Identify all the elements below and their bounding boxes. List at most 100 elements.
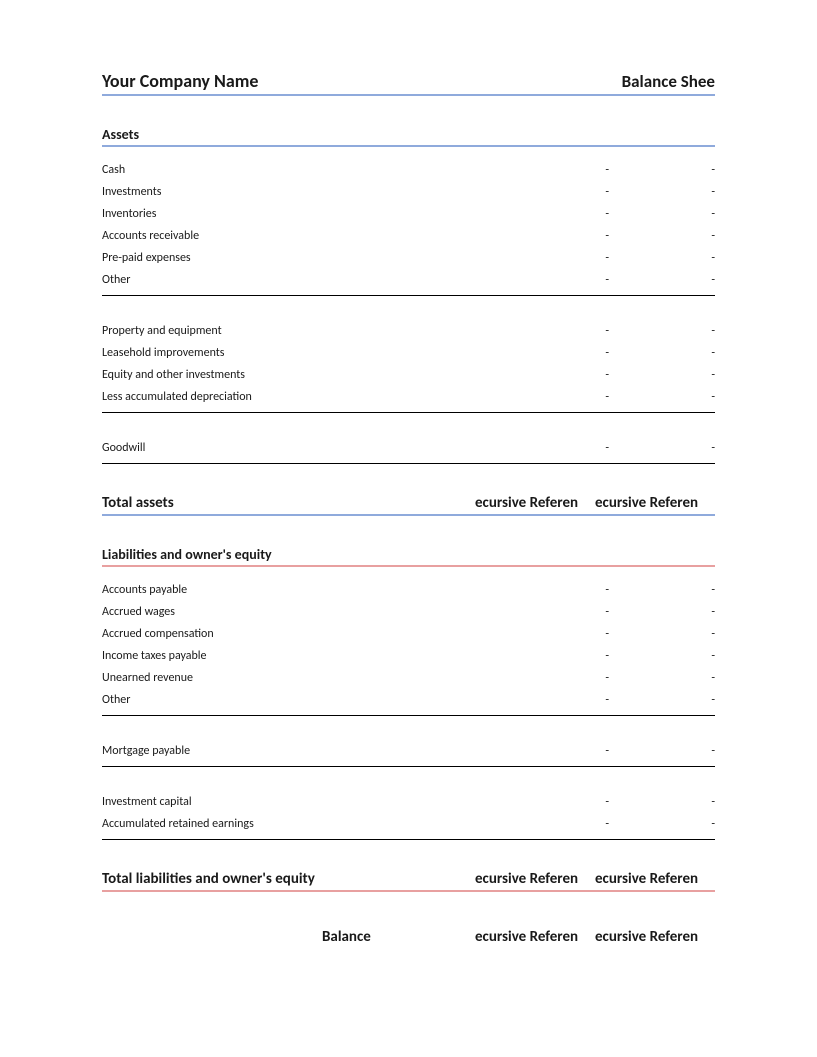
line-item: Goodwill - - bbox=[102, 437, 715, 459]
balance-footer: Balance ecursive Referen ecursive Refere… bbox=[102, 928, 715, 946]
equity-group: Investment capital - - Accumulated retai… bbox=[102, 791, 715, 835]
assets-fixed-group: Property and equipment - - Leasehold imp… bbox=[102, 320, 715, 408]
line-value-col1: - bbox=[505, 161, 615, 179]
total-assets-label: Total assets bbox=[102, 494, 174, 512]
assets-other-group: Goodwill - - bbox=[102, 437, 715, 459]
line-item: Other - - bbox=[102, 269, 715, 291]
company-name: Your Company Name bbox=[102, 70, 258, 92]
line-value-col2: - bbox=[615, 183, 715, 201]
line-value-col2: - bbox=[615, 227, 715, 245]
line-label: Accrued compensation bbox=[102, 625, 505, 643]
line-label: Accounts receivable bbox=[102, 227, 505, 245]
balance-sheet-page: Your Company Name Balance Shee Assets Ca… bbox=[0, 0, 817, 986]
line-item: Less accumulated depreciation - - bbox=[102, 386, 715, 408]
balance-value-col2: ecursive Referen bbox=[595, 928, 715, 946]
line-value-col2: - bbox=[615, 669, 715, 687]
balance-label: Balance bbox=[102, 928, 371, 946]
line-label: Accounts payable bbox=[102, 581, 505, 599]
line-value-col2: - bbox=[615, 249, 715, 267]
line-item: Pre-paid expenses - - bbox=[102, 247, 715, 269]
total-value-col1: ecursive Referen bbox=[475, 494, 595, 512]
document-title: Balance Shee bbox=[622, 71, 715, 92]
line-label: Less accumulated depreciation bbox=[102, 388, 505, 406]
line-value-col2: - bbox=[615, 815, 715, 833]
liabilities-long-term-group: Mortgage payable - - bbox=[102, 740, 715, 762]
line-label: Equity and other investments bbox=[102, 366, 505, 384]
line-item: Investment capital - - bbox=[102, 791, 715, 813]
line-label: Goodwill bbox=[102, 439, 505, 457]
line-value-col2: - bbox=[615, 603, 715, 621]
total-liabilities-values: ecursive Referen ecursive Referen bbox=[475, 870, 715, 888]
line-item: Accumulated retained earnings - - bbox=[102, 813, 715, 835]
line-label: Income taxes payable bbox=[102, 647, 505, 665]
line-label: Cash bbox=[102, 161, 505, 179]
line-value-col1: - bbox=[505, 249, 615, 267]
total-assets-row: Total assets ecursive Referen ecursive R… bbox=[102, 492, 715, 516]
line-item: Inventories - - bbox=[102, 203, 715, 225]
subtotal-divider bbox=[102, 295, 715, 296]
line-value-col2: - bbox=[615, 625, 715, 643]
total-value-col2: ecursive Referen bbox=[595, 494, 715, 512]
line-value-col2: - bbox=[615, 388, 715, 406]
line-value-col1: - bbox=[505, 271, 615, 289]
subtotal-divider bbox=[102, 463, 715, 464]
liabilities-current-group: Accounts payable - - Accrued wages - - A… bbox=[102, 579, 715, 711]
line-label: Accumulated retained earnings bbox=[102, 815, 505, 833]
line-value-col2: - bbox=[615, 322, 715, 340]
line-item: Investments - - bbox=[102, 181, 715, 203]
line-value-col2: - bbox=[615, 439, 715, 457]
line-value-col1: - bbox=[505, 581, 615, 599]
assets-heading: Assets bbox=[102, 124, 715, 147]
line-value-col1: - bbox=[505, 183, 615, 201]
balance-values: ecursive Referen ecursive Referen bbox=[475, 928, 715, 946]
line-label: Inventories bbox=[102, 205, 505, 223]
line-item: Accrued compensation - - bbox=[102, 623, 715, 645]
line-value-col1: - bbox=[505, 439, 615, 457]
line-item: Income taxes payable - - bbox=[102, 645, 715, 667]
total-liabilities-row: Total liabilities and owner's equity ecu… bbox=[102, 868, 715, 892]
line-value-col1: - bbox=[505, 815, 615, 833]
line-value-col2: - bbox=[615, 691, 715, 709]
total-value-col2: ecursive Referen bbox=[595, 870, 715, 888]
line-item: Unearned revenue - - bbox=[102, 667, 715, 689]
line-value-col1: - bbox=[505, 344, 615, 362]
line-label: Other bbox=[102, 691, 505, 709]
line-label: Pre-paid expenses bbox=[102, 249, 505, 267]
line-item: Accrued wages - - bbox=[102, 601, 715, 623]
line-label: Other bbox=[102, 271, 505, 289]
line-value-col1: - bbox=[505, 388, 615, 406]
line-item: Property and equipment - - bbox=[102, 320, 715, 342]
line-label: Accrued wages bbox=[102, 603, 505, 621]
line-item: Cash - - bbox=[102, 159, 715, 181]
line-value-col2: - bbox=[615, 581, 715, 599]
assets-current-group: Cash - - Investments - - Inventories - -… bbox=[102, 159, 715, 291]
balance-value-col1: ecursive Referen bbox=[475, 928, 595, 946]
line-value-col2: - bbox=[615, 161, 715, 179]
line-label: Leasehold improvements bbox=[102, 344, 505, 362]
line-item: Mortgage payable - - bbox=[102, 740, 715, 762]
line-item: Accounts payable - - bbox=[102, 579, 715, 601]
line-item: Leasehold improvements - - bbox=[102, 342, 715, 364]
total-assets-values: ecursive Referen ecursive Referen bbox=[475, 494, 715, 512]
page-header: Your Company Name Balance Shee bbox=[102, 70, 715, 96]
line-value-col2: - bbox=[615, 647, 715, 665]
subtotal-divider bbox=[102, 412, 715, 413]
line-item: Other - - bbox=[102, 689, 715, 711]
line-value-col1: - bbox=[505, 603, 615, 621]
line-label: Mortgage payable bbox=[102, 742, 505, 760]
subtotal-divider bbox=[102, 766, 715, 767]
line-value-col1: - bbox=[505, 205, 615, 223]
total-value-col1: ecursive Referen bbox=[475, 870, 595, 888]
line-value-col1: - bbox=[505, 647, 615, 665]
line-label: Investment capital bbox=[102, 793, 505, 811]
line-value-col2: - bbox=[615, 344, 715, 362]
line-label: Investments bbox=[102, 183, 505, 201]
line-value-col2: - bbox=[615, 366, 715, 384]
line-value-col2: - bbox=[615, 793, 715, 811]
line-value-col1: - bbox=[505, 625, 615, 643]
liabilities-heading: Liabilities and owner's equity bbox=[102, 544, 715, 567]
total-liabilities-label: Total liabilities and owner's equity bbox=[102, 870, 315, 888]
line-value-col1: - bbox=[505, 227, 615, 245]
line-value-col1: - bbox=[505, 793, 615, 811]
line-item: Accounts receivable - - bbox=[102, 225, 715, 247]
